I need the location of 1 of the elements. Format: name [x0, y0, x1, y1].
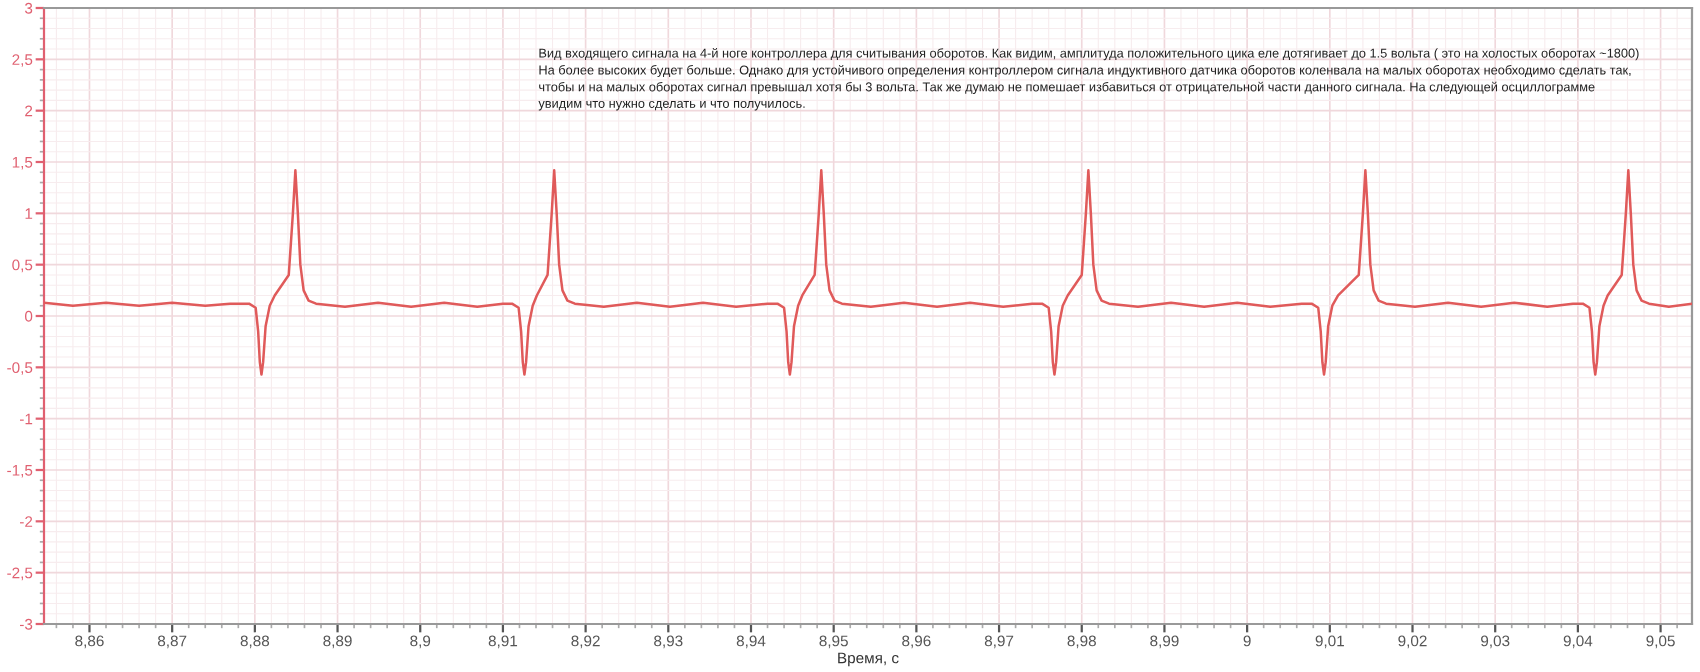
line-series	[44, 168, 1692, 376]
